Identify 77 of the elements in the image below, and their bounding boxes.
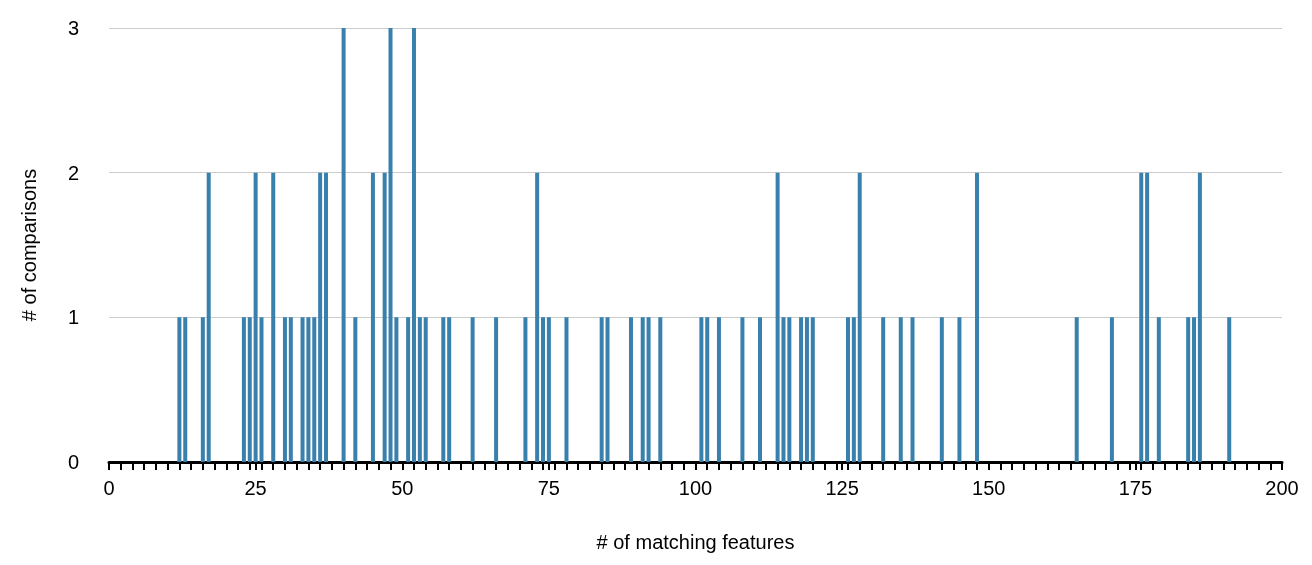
x-tick-label: 50 bbox=[391, 477, 414, 499]
bar bbox=[441, 317, 446, 462]
bar bbox=[1156, 317, 1161, 462]
bar bbox=[658, 317, 663, 462]
bar bbox=[799, 317, 804, 462]
bar bbox=[699, 317, 704, 462]
bar bbox=[1139, 172, 1144, 462]
bar bbox=[740, 317, 745, 462]
y-axis-title: # of comparisons bbox=[18, 168, 40, 322]
bar bbox=[411, 28, 416, 462]
y-tick-label: 2 bbox=[67, 161, 79, 184]
x-tick-label: 125 bbox=[825, 477, 859, 499]
bar bbox=[241, 317, 246, 462]
bar bbox=[341, 28, 346, 462]
bar bbox=[1145, 172, 1150, 462]
x-axis-title: # of matching features bbox=[596, 531, 795, 553]
bar bbox=[716, 317, 721, 462]
bar bbox=[247, 317, 252, 462]
bar bbox=[177, 317, 182, 462]
bar bbox=[628, 317, 633, 462]
bar bbox=[312, 317, 317, 462]
bar bbox=[535, 172, 540, 462]
bar bbox=[1109, 317, 1114, 462]
bar bbox=[910, 317, 915, 462]
bar bbox=[1186, 317, 1191, 462]
bar bbox=[494, 317, 499, 462]
bar bbox=[857, 172, 862, 462]
bar bbox=[523, 317, 528, 462]
bar bbox=[957, 317, 962, 462]
y-tick-label: 1 bbox=[67, 306, 79, 329]
bar bbox=[206, 172, 211, 462]
bar bbox=[1197, 172, 1202, 462]
bar bbox=[810, 317, 815, 462]
bar bbox=[541, 317, 546, 462]
x-tick-label: 100 bbox=[678, 477, 713, 499]
bar bbox=[564, 317, 569, 462]
bar bbox=[288, 317, 293, 462]
bar bbox=[851, 317, 856, 462]
y-tick-label: 0 bbox=[67, 451, 79, 473]
x-tick-label: 25 bbox=[244, 477, 267, 499]
x-tick-label: 0 bbox=[103, 477, 115, 499]
bar bbox=[975, 172, 980, 462]
bar bbox=[382, 172, 387, 462]
bar bbox=[282, 317, 287, 462]
bar bbox=[1074, 317, 1079, 462]
bar bbox=[1192, 317, 1197, 462]
y-tick-label: 3 bbox=[67, 17, 79, 39]
bar bbox=[183, 317, 188, 462]
bar bbox=[898, 317, 903, 462]
bar bbox=[370, 172, 375, 462]
x-tick-label: 175 bbox=[1118, 477, 1153, 499]
bar bbox=[470, 317, 475, 462]
bar bbox=[447, 317, 452, 462]
bar bbox=[406, 317, 411, 462]
bar bbox=[881, 317, 886, 462]
bar bbox=[546, 317, 551, 462]
x-tick-label: 200 bbox=[1265, 477, 1299, 499]
bar bbox=[271, 172, 276, 462]
bar bbox=[758, 317, 763, 462]
bar bbox=[417, 317, 422, 462]
x-tick-label: 150 bbox=[972, 477, 1006, 499]
bar bbox=[845, 317, 850, 462]
x-tick-label: 75 bbox=[537, 477, 560, 499]
bar bbox=[318, 172, 323, 462]
bar bbox=[939, 317, 944, 462]
bar bbox=[804, 317, 809, 462]
bar bbox=[787, 317, 792, 462]
bar bbox=[200, 317, 205, 462]
bar bbox=[705, 317, 710, 462]
bar bbox=[599, 317, 604, 462]
bar bbox=[640, 317, 645, 462]
bar bbox=[353, 317, 358, 462]
bar bbox=[423, 317, 428, 462]
bar bbox=[324, 172, 329, 462]
bar bbox=[1227, 317, 1232, 462]
bar bbox=[605, 317, 610, 462]
bar bbox=[646, 317, 651, 462]
